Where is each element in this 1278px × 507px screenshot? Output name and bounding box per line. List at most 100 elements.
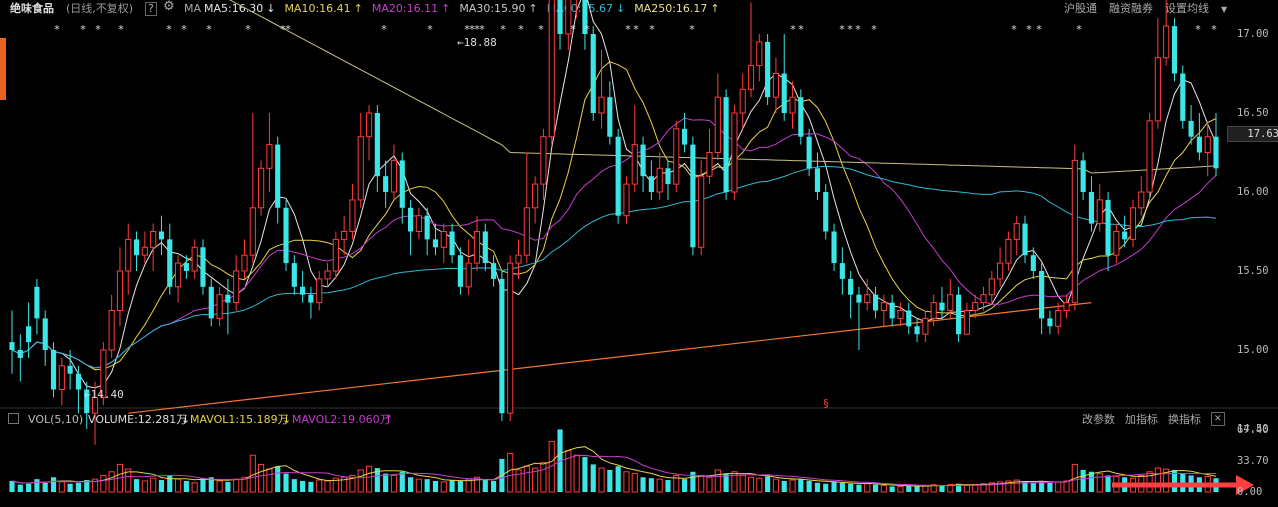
candle-body [872, 294, 879, 311]
volume-bar [1163, 468, 1170, 493]
close-icon[interactable]: ✕ [1211, 412, 1225, 426]
ma-item-5: MA250:16.17 [634, 2, 708, 15]
candle-body [656, 167, 663, 193]
event-marker: § [823, 397, 829, 410]
volume-bar [133, 479, 140, 492]
candle-body [208, 286, 214, 319]
info-star-25: * [790, 23, 796, 36]
volume-bar [108, 471, 115, 493]
help-button[interactable]: ? [145, 2, 157, 16]
candle-body [26, 326, 32, 343]
volume-bar [482, 480, 488, 492]
candle-body [1113, 231, 1120, 256]
info-star-20: * [584, 23, 590, 36]
candle-body [283, 207, 289, 264]
volume-bar [50, 477, 57, 492]
candle-body [233, 270, 240, 304]
volume-bar [383, 473, 389, 492]
volume-bar [823, 483, 829, 492]
volume-bar [988, 482, 995, 493]
side-tab-marker[interactable] [0, 38, 6, 100]
candle-body [648, 176, 654, 192]
volume-bar [283, 473, 289, 492]
candle-body [864, 294, 871, 304]
volume-bar [656, 478, 663, 493]
volume-bar [673, 474, 680, 493]
mode-label: (日线,不复权) [66, 2, 134, 15]
volume-bar [440, 481, 447, 493]
candle-body [258, 167, 265, 209]
volume-bar [723, 473, 729, 492]
vol-btn-0[interactable]: 改参数 [1082, 413, 1115, 426]
volume-bar [26, 483, 32, 492]
dropdown-icon[interactable]: ▼ [1221, 5, 1228, 14]
candle-body [557, 0, 563, 34]
volume-bar [756, 477, 763, 493]
info-star-22: * [633, 23, 639, 36]
candle-body [714, 96, 721, 153]
vol-toggle-box[interactable] [8, 413, 19, 424]
candle-body [357, 136, 364, 201]
candle-body [316, 278, 323, 304]
menu-item-1[interactable]: 融资融券 [1109, 2, 1153, 15]
info-star-0: * [54, 23, 60, 36]
info-star-33: * [1036, 23, 1042, 36]
volume-bar [457, 480, 463, 492]
candle-body [191, 246, 198, 272]
candle-body [640, 144, 646, 177]
candle-body [141, 246, 148, 256]
volume-bar [582, 457, 588, 492]
price-tick-7: 15.00 [1237, 344, 1269, 356]
volume-bar [249, 454, 256, 493]
volume-bar [690, 471, 696, 492]
candle-body [848, 278, 854, 295]
candle-body [100, 349, 107, 398]
candle-body [390, 159, 398, 193]
vol-arrow-1: ↓ [181, 413, 191, 426]
vol-btn-2[interactable]: 换指标 [1168, 413, 1201, 426]
info-star-31: * [1011, 23, 1017, 36]
candle-body [665, 168, 671, 185]
candle-body [67, 365, 73, 374]
candle-body [1013, 223, 1020, 240]
info-star-9: * [285, 23, 291, 36]
volume-bar [432, 480, 439, 492]
ma5-line [11, 0, 1217, 389]
volume-bar [125, 468, 132, 493]
gear-icon[interactable]: ⚙ [163, 0, 175, 14]
info-star-15: * [479, 23, 485, 36]
menu-item-0[interactable]: 沪股通 [1064, 2, 1097, 15]
candle-body [598, 96, 605, 114]
info-star-3: * [118, 23, 124, 36]
candle-body [383, 176, 389, 192]
candle-body [75, 373, 82, 390]
candle-body [174, 262, 182, 288]
info-star-24: * [689, 23, 695, 36]
candle-body [365, 112, 373, 138]
volume-bar [831, 481, 837, 492]
volume-bar [266, 468, 273, 493]
vol-buttons: 改参数 加指标 换指标 [1082, 414, 1211, 426]
volume-bar [332, 477, 339, 493]
candle-body [1163, 25, 1170, 59]
volume-bar [997, 481, 1004, 493]
info-star-36: * [1211, 23, 1217, 36]
volume-bar [682, 479, 688, 492]
candle-body [590, 34, 596, 113]
volume-bar [598, 467, 605, 493]
candle-body [972, 302, 979, 312]
volume-bar [930, 484, 937, 493]
candle-body [1122, 231, 1128, 240]
info-star-21: * [625, 23, 631, 36]
candle-body [1055, 310, 1062, 327]
volume-bar [872, 484, 879, 492]
menu-item-2[interactable]: 设置均线 [1165, 2, 1209, 15]
volume-bar [357, 469, 364, 493]
info-star-5: * [181, 23, 187, 36]
volume-bar [75, 482, 82, 492]
candle-body [963, 310, 970, 335]
vol-btn-1[interactable]: 加指标 [1125, 413, 1158, 426]
ma-item-4: MA60:15.67 [546, 2, 613, 15]
info-star-4: * [166, 23, 172, 36]
